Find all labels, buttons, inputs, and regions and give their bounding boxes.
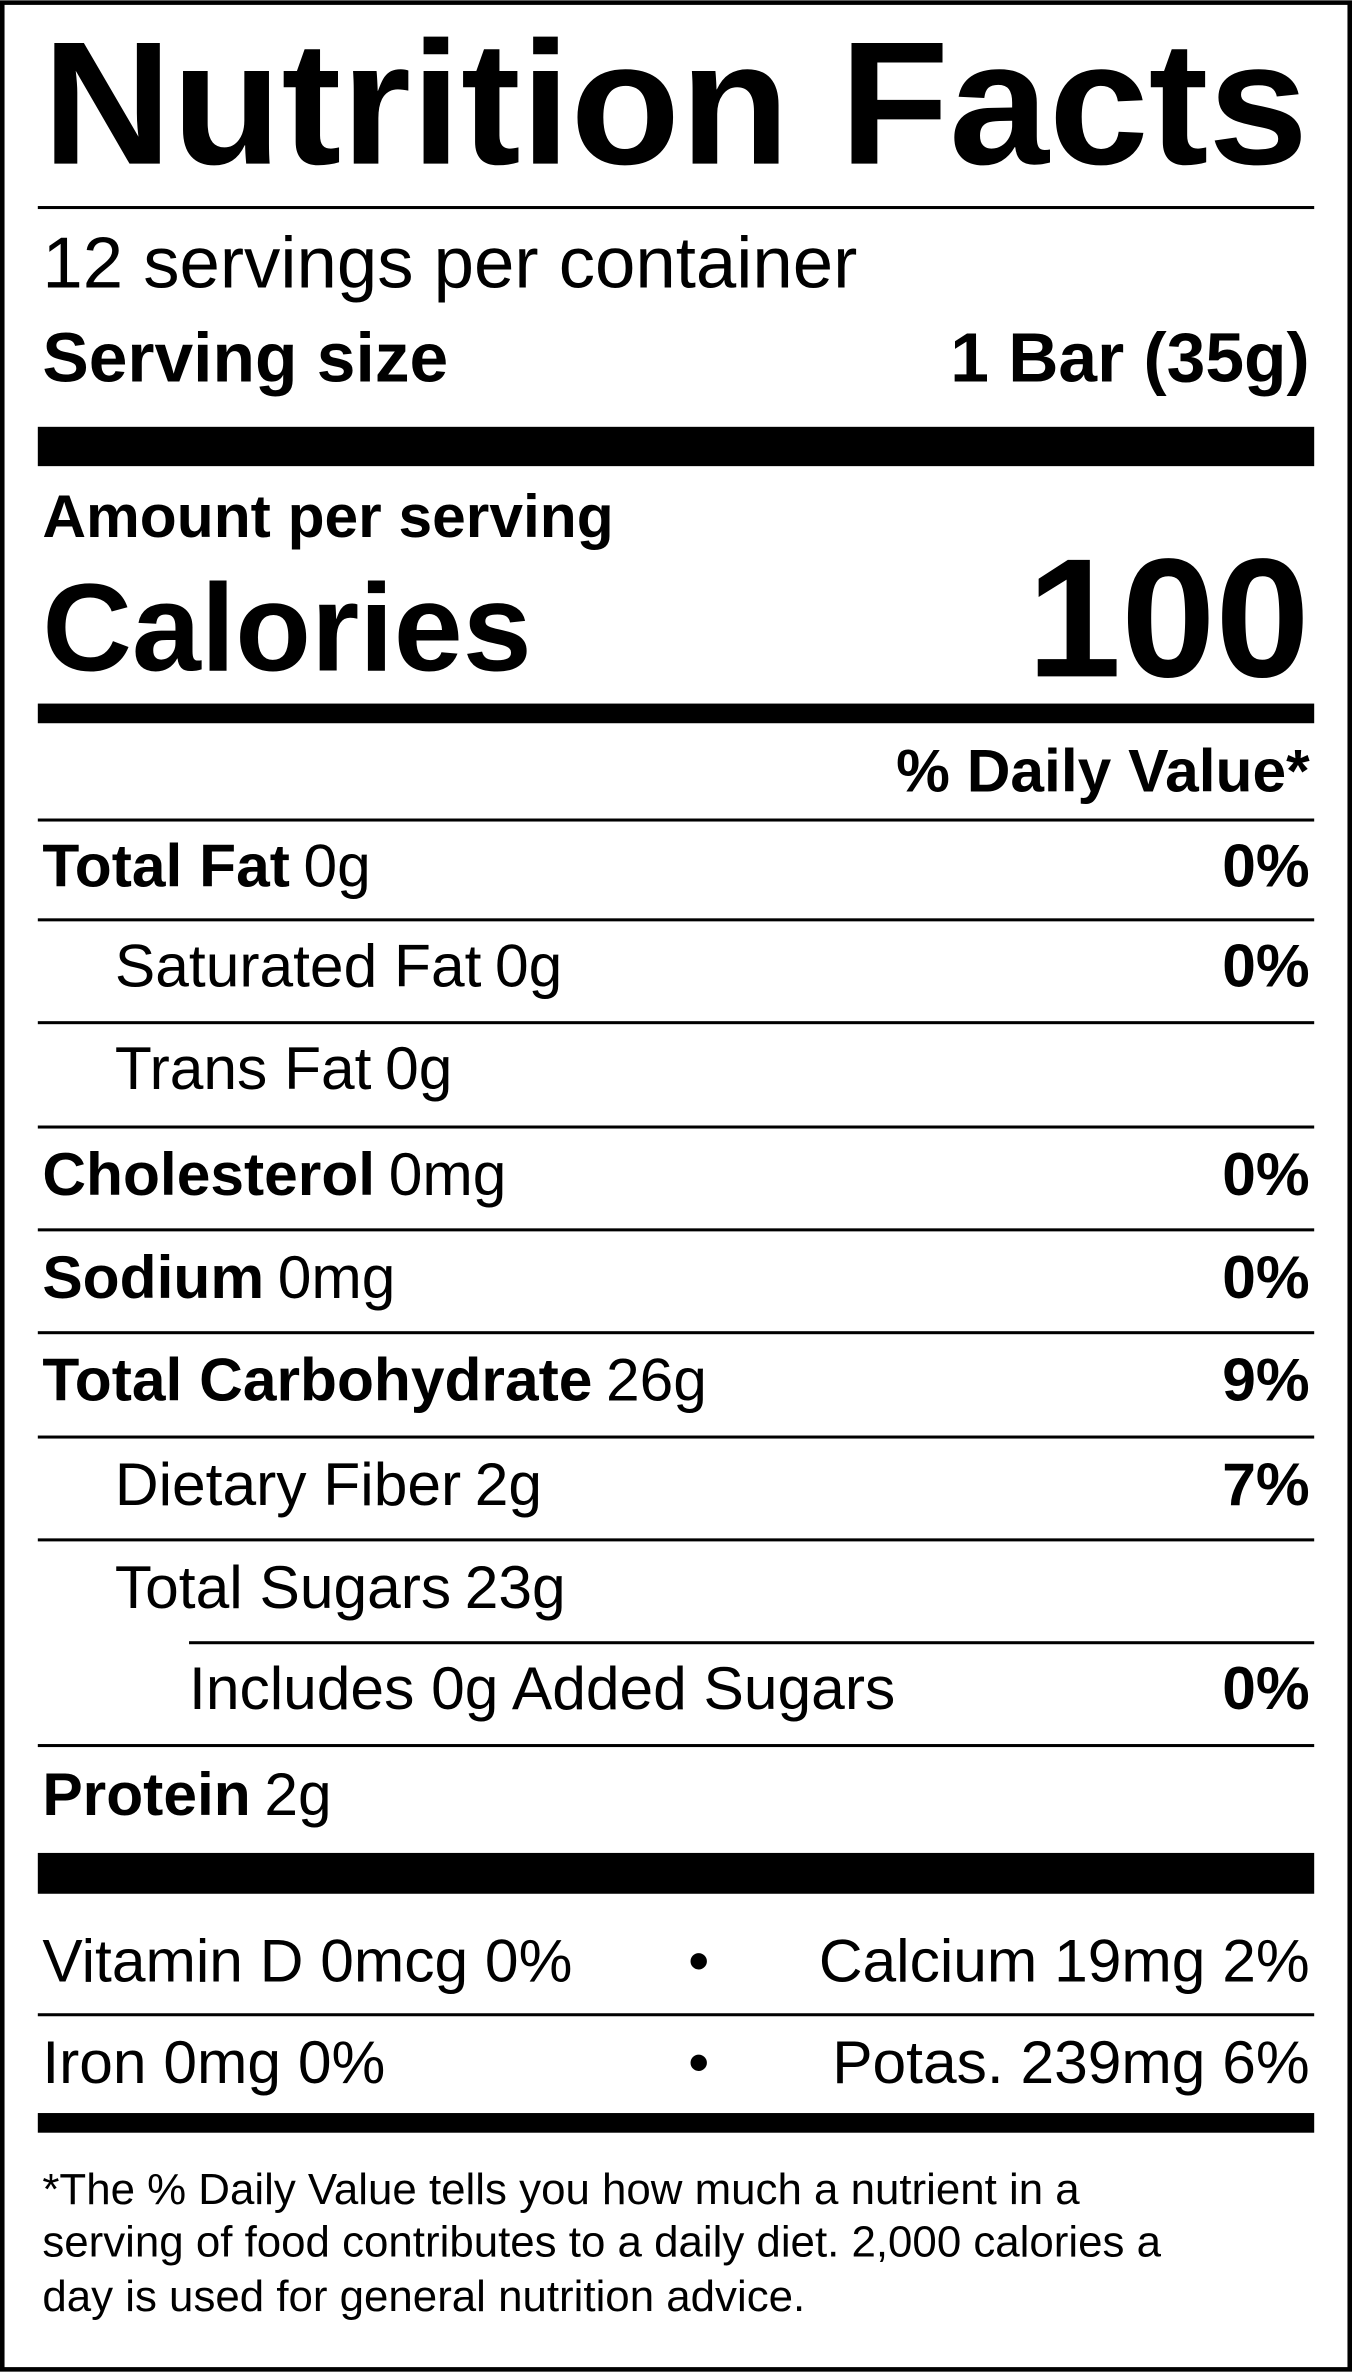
nutrient-amount: 0g (303, 832, 370, 900)
nutrient-name: Trans Fat (115, 1034, 372, 1102)
thick-bar (37, 1852, 1315, 1894)
nutrient-name: Protein (42, 1760, 250, 1828)
rule (37, 1538, 1315, 1542)
separator: • (688, 1926, 709, 1994)
calories-value: 100 (1027, 523, 1310, 712)
micronutrient: Calcium 19mg 2% (819, 1926, 1310, 1994)
rule (37, 918, 1315, 922)
daily-value-header: % Daily Value* (896, 736, 1310, 804)
thick-bar (37, 426, 1315, 467)
medium-bar (37, 2113, 1315, 2133)
rule (37, 818, 1315, 822)
rule (37, 1435, 1315, 1439)
title: Nutrition Facts (42, 6, 1308, 202)
daily-value: 0% (1222, 1140, 1309, 1208)
nutrient-name: Dietary Fiber (115, 1450, 461, 1518)
serving-size-value: 1 Bar (35g) (950, 318, 1309, 396)
calories-label: Calories (42, 559, 531, 697)
daily-value: 0% (1222, 1243, 1309, 1311)
nutrient-amount: 23g (465, 1553, 566, 1621)
amount-per-serving: Amount per serving (42, 482, 613, 550)
nutrient-amount: 0g (385, 1034, 452, 1102)
rule (37, 2013, 1315, 2017)
nutrient-amount: 0mg (278, 1243, 396, 1311)
footnote-line: day is used for general nutrition advice… (42, 2272, 805, 2321)
daily-value: 0% (1222, 931, 1309, 999)
nutrient-label: Sodium 0mg (42, 1243, 395, 1311)
nutrient-name: Total Sugars (115, 1553, 451, 1621)
nutrient-label: Protein 2g (42, 1760, 331, 1828)
rule (189, 1641, 1315, 1645)
nutrient-name: Cholesterol (42, 1140, 375, 1208)
micronutrient: Potas. 239mg 6% (832, 2028, 1309, 2096)
nutrient-label: Saturated Fat 0g (115, 931, 562, 999)
rule (37, 206, 1315, 210)
nutrient-label: Dietary Fiber 2g (115, 1450, 542, 1518)
daily-value: 7% (1222, 1450, 1309, 1518)
nutrient-label: Includes 0g Added Sugars (189, 1654, 895, 1722)
rule (37, 1125, 1315, 1129)
rule (37, 1021, 1315, 1025)
nutrient-amount: 2g (264, 1760, 331, 1828)
serving-size-label: Serving size (42, 318, 448, 396)
nutrient-label: Total Fat 0g (42, 832, 370, 900)
rule (37, 1331, 1315, 1335)
daily-value: 0% (1222, 832, 1309, 900)
daily-value: 9% (1222, 1346, 1309, 1414)
nutrient-label: Total Sugars 23g (115, 1553, 566, 1621)
micronutrient: Iron 0mg 0% (42, 2028, 385, 2096)
footnote-line: *The % Daily Value tells you how much a … (42, 2165, 1080, 2214)
nutrient-name: Sodium (42, 1243, 264, 1311)
nutrient-label: Trans Fat 0g (115, 1034, 452, 1102)
rule (37, 1228, 1315, 1232)
nutrient-amount: 0mg (389, 1140, 507, 1208)
nutrient-name: Total Fat (42, 832, 290, 900)
nutrient-amount: 0g (495, 931, 562, 999)
nutrient-name: Saturated Fat (115, 931, 482, 999)
nutrient-name: Total Carbohydrate (42, 1346, 592, 1414)
medium-bar (37, 703, 1315, 724)
nutrient-label: Cholesterol 0mg (42, 1140, 506, 1208)
nutrient-name: Includes 0g Added Sugars (189, 1654, 895, 1722)
nutrient-rows: Total Fat 0g 0%Saturated Fat 0g 0%Trans Fat 0… (37, 832, 1315, 1828)
daily-value: 0% (1222, 1654, 1309, 1722)
nutrient-amount: 26g (606, 1346, 707, 1414)
nutrient-label: Total Carbohydrate 26g (42, 1346, 707, 1414)
separator: • (688, 2028, 709, 2096)
micronutrient: Vitamin D 0mcg 0% (42, 1926, 572, 1994)
servings: 12 servings per container (42, 223, 857, 304)
footnote-line: serving of food contributes to a daily d… (42, 2218, 1161, 2267)
rule (37, 1744, 1315, 1748)
nutrient-amount: 2g (475, 1450, 542, 1518)
